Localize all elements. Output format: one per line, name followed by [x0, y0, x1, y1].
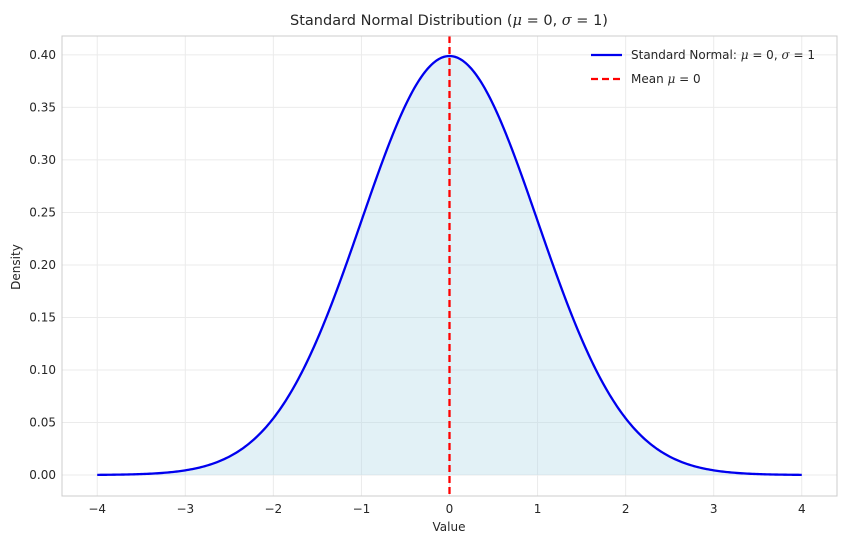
x-tick-label: 2	[622, 502, 630, 516]
x-tick-label: −3	[176, 502, 194, 516]
x-tick-label: −2	[265, 502, 283, 516]
density-area-fill	[97, 56, 802, 475]
x-axis-label: Value	[433, 520, 466, 534]
y-tick-label: 0.40	[29, 48, 56, 62]
x-tick-label: 4	[798, 502, 806, 516]
y-tick-label: 0.15	[29, 310, 56, 324]
legend-label-density: Standard Normal: μ = 0, σ = 1	[631, 48, 815, 62]
y-tick-label: 0.00	[29, 468, 56, 482]
x-tick-label: 0	[446, 502, 454, 516]
y-tick-label: 0.30	[29, 153, 56, 167]
x-tick-label: 3	[710, 502, 718, 516]
y-tick-label: 0.35	[29, 100, 56, 114]
legend-label-mean: Mean μ = 0	[631, 72, 701, 86]
x-tick-label: 1	[534, 502, 542, 516]
plot-frame	[61, 35, 838, 497]
x-axis-ticks: −4 −3 −2 −1 0 1 2 3 4	[88, 502, 805, 516]
chart-title: Standard Normal Distribution (μ = 0, σ =…	[290, 13, 608, 29]
y-axis-ticks: 0.00 0.05 0.10 0.15 0.20 0.25 0.30 0.35 0.40	[29, 48, 56, 482]
y-tick-label: 0.10	[29, 363, 56, 377]
y-tick-label: 0.20	[29, 258, 56, 272]
x-tick-label: −4	[88, 502, 106, 516]
x-tick-label: −1	[353, 502, 371, 516]
y-tick-label: 0.05	[29, 415, 56, 429]
y-axis-label: Density	[9, 244, 23, 290]
y-tick-label: 0.25	[29, 205, 56, 219]
legend: Standard Normal: μ = 0, σ = 1 Mean μ = 0	[591, 48, 815, 86]
density-curve-line	[97, 54, 802, 476]
